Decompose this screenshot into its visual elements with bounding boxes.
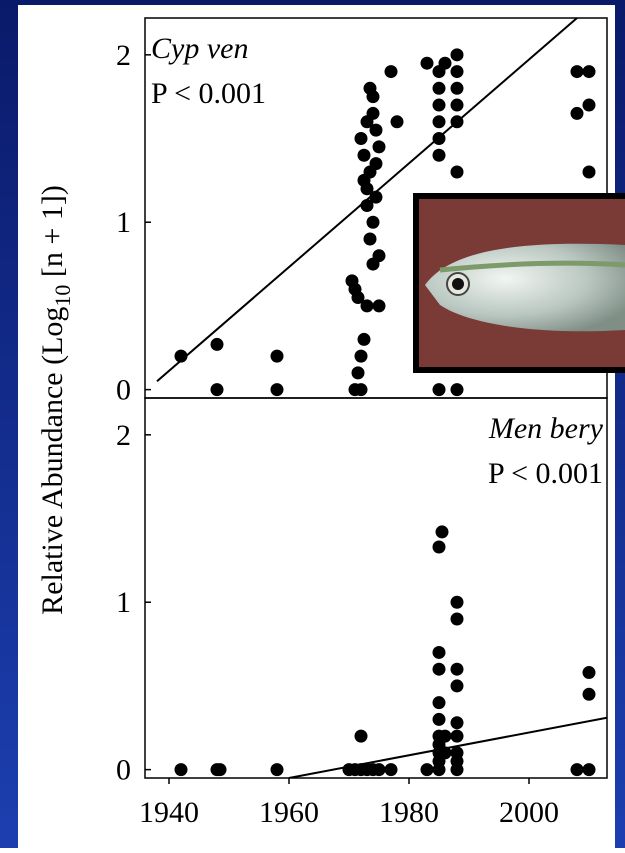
- y-axis-label: Relative Abundance (Log10 [n + 1]): [36, 185, 75, 615]
- data-point: [582, 98, 596, 112]
- data-point: [270, 349, 284, 363]
- p-value: P < 0.001: [151, 77, 266, 110]
- data-point: [432, 696, 446, 710]
- x-tick-label: 2000: [499, 796, 559, 829]
- data-point: [366, 106, 380, 120]
- y-tick-label: 0: [116, 374, 131, 407]
- y-tick-label: 2: [116, 419, 131, 452]
- data-point: [210, 383, 224, 397]
- data-point: [384, 763, 398, 777]
- data-point: [570, 65, 584, 79]
- data-point: [432, 132, 446, 146]
- x-tick-label: 1960: [259, 796, 319, 829]
- data-point: [432, 148, 446, 162]
- data-point: [360, 182, 374, 196]
- data-point: [438, 729, 452, 743]
- data-point: [357, 332, 371, 346]
- data-point: [582, 666, 596, 680]
- data-point: [357, 148, 371, 162]
- data-point: [369, 123, 383, 137]
- data-point: [372, 763, 386, 777]
- data-point: [450, 716, 464, 730]
- species-label: Men bery: [488, 412, 604, 445]
- data-point: [354, 349, 368, 363]
- data-point: [174, 763, 188, 777]
- data-point: [432, 81, 446, 95]
- data-point: [351, 366, 365, 380]
- fish-photo: [413, 193, 625, 373]
- data-point: [372, 249, 386, 263]
- data-point: [582, 687, 596, 701]
- data-point: [450, 595, 464, 609]
- y-label-text: Relative Abundance (Log: [36, 307, 69, 615]
- data-point: [354, 132, 368, 146]
- data-point: [582, 65, 596, 79]
- data-point: [438, 56, 452, 70]
- data-point: [450, 98, 464, 112]
- species-label: Cyp ven: [151, 32, 248, 65]
- x-tick-label: 1980: [379, 796, 439, 829]
- data-point: [450, 165, 464, 179]
- data-point: [450, 383, 464, 397]
- data-point: [354, 383, 368, 397]
- data-point: [432, 98, 446, 112]
- data-point: [210, 337, 224, 351]
- data-point: [174, 349, 188, 363]
- y-tick-label: 1: [116, 206, 131, 239]
- data-point: [372, 299, 386, 313]
- data-point: [450, 115, 464, 129]
- data-point: [435, 525, 449, 539]
- data-point: [582, 165, 596, 179]
- y-tick-label: 0: [116, 754, 131, 787]
- data-point: [360, 198, 374, 212]
- data-point: [351, 291, 365, 305]
- data-point: [432, 115, 446, 129]
- data-point: [363, 232, 377, 246]
- data-point: [390, 115, 404, 129]
- data-point: [450, 612, 464, 626]
- data-point: [369, 157, 383, 171]
- data-point: [432, 540, 446, 554]
- x-tick-label: 1940: [139, 796, 199, 829]
- data-point: [432, 383, 446, 397]
- data-point: [438, 746, 452, 760]
- p-value: P < 0.001: [488, 457, 603, 490]
- data-point: [450, 81, 464, 95]
- data-point: [369, 190, 383, 204]
- y-tick-label: 2: [116, 39, 131, 72]
- data-point: [450, 662, 464, 676]
- data-point: [570, 763, 584, 777]
- data-point: [384, 65, 398, 79]
- data-point: [420, 763, 434, 777]
- data-point: [582, 763, 596, 777]
- data-point: [570, 106, 584, 120]
- data-point: [372, 140, 386, 154]
- data-point: [366, 215, 380, 229]
- data-point: [270, 763, 284, 777]
- data-point: [270, 383, 284, 397]
- data-point: [432, 645, 446, 659]
- data-point: [432, 712, 446, 726]
- data-point: [354, 729, 368, 743]
- data-point: [450, 746, 464, 760]
- data-point: [450, 729, 464, 743]
- slide-panel: [18, 5, 615, 848]
- y-label-text: [n + 1]): [36, 185, 69, 284]
- data-point: [360, 299, 374, 313]
- plots: 0 1 2 Cyp ven P < 0.001 0 1 2 1940 1960 1980 2000 Me…: [116, 17, 608, 829]
- data-point: [213, 763, 227, 777]
- data-point: [366, 90, 380, 104]
- y-tick-label: 1: [116, 586, 131, 619]
- data-point: [420, 56, 434, 70]
- plot-frame: [144, 397, 608, 779]
- data-point: [432, 662, 446, 676]
- data-point: [450, 48, 464, 62]
- data-point: [450, 65, 464, 79]
- data-point: [450, 679, 464, 693]
- y-label-subscript: 10: [50, 285, 75, 307]
